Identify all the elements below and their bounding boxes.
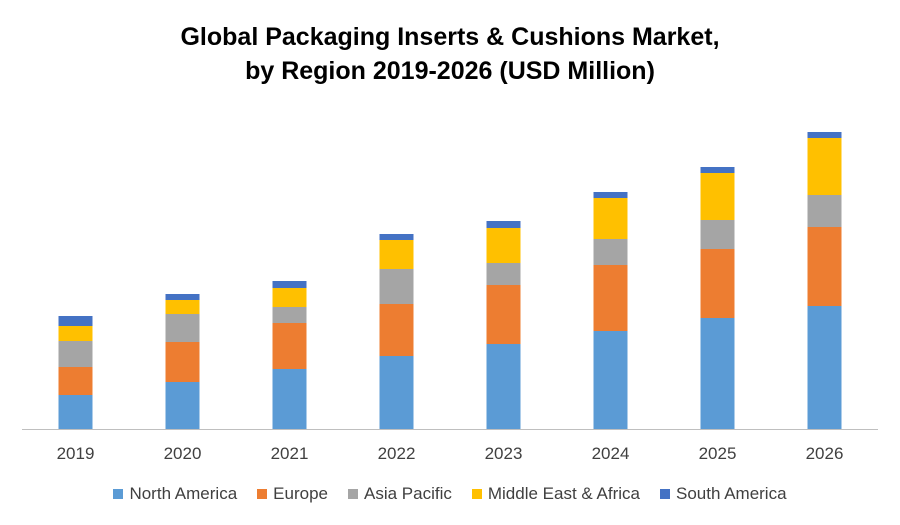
bar-segment-europe-2026 <box>807 227 842 306</box>
bar-segment-south-america-2021 <box>272 281 307 288</box>
legend-swatch <box>347 489 358 499</box>
x-tick-label: 2019 <box>57 444 95 463</box>
bar-segment-north-america-2021 <box>272 369 307 429</box>
bar-segment-asia-pacific-2026 <box>807 195 842 227</box>
bar-segment-europe-2022 <box>379 304 414 356</box>
legend-item: Asia Pacific <box>347 484 452 504</box>
bar-segment-middle-east-africa-2023 <box>486 228 521 263</box>
bar-segment-asia-pacific-2022 <box>379 269 414 304</box>
bar-segment-middle-east-africa-2021 <box>272 288 307 307</box>
x-tick-label: 2020 <box>164 444 202 463</box>
bar-segment-asia-pacific-2025 <box>700 220 735 249</box>
bar-segment-north-america-2026 <box>807 306 842 429</box>
legend-label: Europe <box>273 484 328 503</box>
bar-segment-middle-east-africa-2019 <box>58 326 93 341</box>
legend-swatch <box>471 489 482 499</box>
bar-segment-asia-pacific-2019 <box>58 341 93 367</box>
bar-segment-south-america-2020 <box>165 294 200 300</box>
legend-item: North America <box>113 484 237 504</box>
chart-title-line1: Global Packaging Inserts & Cushions Mark… <box>180 23 720 51</box>
legend-swatch <box>113 489 124 499</box>
legend-label: Asia Pacific <box>363 484 452 503</box>
x-tick-label: 2025 <box>699 444 737 463</box>
bar-segment-north-america-2019 <box>58 395 93 429</box>
x-tick-label: 2024 <box>592 444 630 463</box>
bar-segment-north-america-2023 <box>486 344 521 429</box>
bar-segment-south-america-2025 <box>700 167 735 173</box>
bar-segment-north-america-2022 <box>379 356 414 429</box>
bar-segment-south-america-2023 <box>486 221 521 228</box>
bar-segment-europe-2020 <box>165 342 200 382</box>
bar-segment-asia-pacific-2021 <box>272 307 307 323</box>
bar-segment-europe-2019 <box>58 367 93 395</box>
x-tick-label: 2022 <box>378 444 416 463</box>
bar-segment-south-america-2022 <box>379 234 414 240</box>
bar-segment-south-america-2026 <box>807 132 842 138</box>
chart-legend: North America Europe Asia Pacific Middle Ea… <box>0 484 900 504</box>
legend-swatch <box>659 489 670 499</box>
legend-label: Middle East & Africa <box>487 484 640 503</box>
bar-segment-asia-pacific-2020 <box>165 314 200 342</box>
bar-segment-asia-pacific-2024 <box>593 239 628 265</box>
bar-segment-asia-pacific-2023 <box>486 263 521 285</box>
bar-segment-europe-2023 <box>486 285 521 344</box>
x-tick-label: 2026 <box>806 444 844 463</box>
bar-segment-middle-east-africa-2024 <box>593 198 628 239</box>
x-tick-label: 2023 <box>485 444 523 463</box>
bar-segment-south-america-2024 <box>593 192 628 198</box>
legend-item: Middle East & Africa <box>471 484 640 504</box>
legend-item: South America <box>659 484 787 504</box>
bar-segment-middle-east-africa-2020 <box>165 300 200 314</box>
bar-segment-middle-east-africa-2026 <box>807 138 842 195</box>
bar-segment-middle-east-africa-2025 <box>700 173 735 220</box>
chart-subtitle: by Region 2019-2026 (USD Million) <box>245 57 655 85</box>
legend-item: Europe <box>257 484 328 504</box>
bar-segment-europe-2024 <box>593 265 628 331</box>
bar-segment-europe-2025 <box>700 249 735 318</box>
bar-segment-north-america-2024 <box>593 331 628 429</box>
bar-segment-middle-east-africa-2022 <box>379 240 414 269</box>
x-tick-label: 2021 <box>271 444 309 463</box>
bar-segment-north-america-2025 <box>700 318 735 429</box>
legend-label: North America <box>129 484 238 503</box>
bar-segment-europe-2021 <box>272 323 307 369</box>
legend-label: South America <box>675 484 787 503</box>
bar-segment-north-america-2020 <box>165 382 200 429</box>
chart-title: Global Packaging Inserts & Cushions Mark… <box>0 20 900 88</box>
bar-segment-south-america-2019 <box>58 316 93 326</box>
legend-swatch <box>257 489 268 499</box>
